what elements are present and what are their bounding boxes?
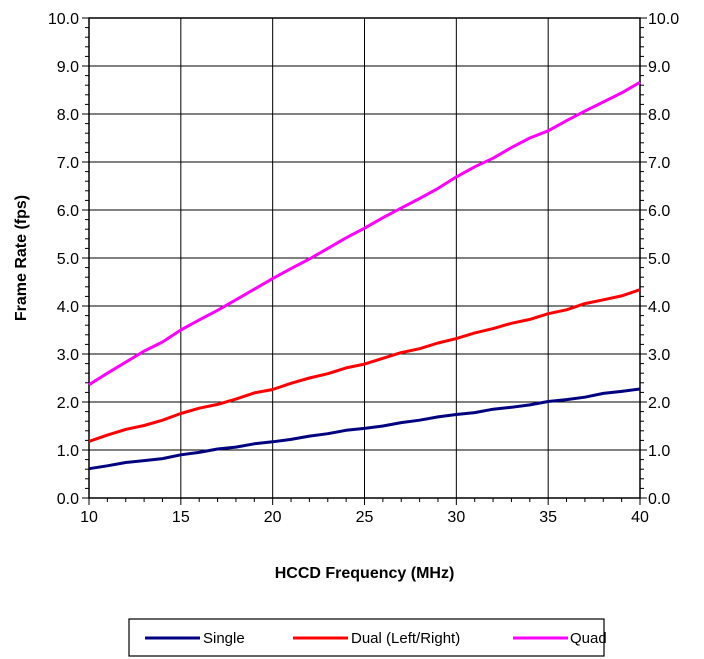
y-tick-label-right: 9.0 (648, 59, 670, 76)
legend-label: Quad (570, 630, 607, 647)
x-tick-label: 40 (631, 509, 649, 526)
y-tick-label-right: 8.0 (648, 107, 670, 124)
y-tick-label-right: 0.0 (648, 491, 670, 508)
x-tick-label: 15 (172, 509, 190, 526)
y-tick-labels-right: 0.0 1.0 2.0 3.0 4.0 5.0 6.0 7.0 8.0 9.0 10.0 (648, 11, 679, 508)
grid-lines (88, 17, 641, 499)
y-tick-label: 9.0 (57, 59, 79, 76)
legend-label: Single (203, 630, 245, 647)
y-tick-label-right: 3.0 (648, 347, 670, 364)
plot-area-frame (88, 17, 641, 499)
series-layer (88, 81, 641, 471)
x-axis-title: HCCD Frequency (MHz) (275, 565, 455, 582)
y-tick-label: 6.0 (57, 203, 79, 220)
y-tick-label-right: 10.0 (648, 11, 679, 28)
x-tick-label: 35 (539, 509, 557, 526)
y-tick-label: 1.0 (57, 443, 79, 460)
series-line (88, 288, 641, 443)
series-line (88, 387, 641, 471)
legend: Single Dual (Left/Right) Quad (128, 618, 607, 657)
y-tick-labels-left: 0.0 1.0 2.0 3.0 4.0 5.0 6.0 7.0 8.0 9.0 10.0 (48, 11, 79, 508)
x-tick-label: 25 (356, 509, 374, 526)
y-tick-label: 7.0 (57, 155, 79, 172)
y-tick-label-right: 1.0 (648, 443, 670, 460)
y-tick-label: 2.0 (57, 395, 79, 412)
x-tick-label: 30 (447, 509, 465, 526)
y-tick-label-right: 5.0 (648, 251, 670, 268)
y-tick-label: 4.0 (57, 299, 79, 316)
y-axis-title: Frame Rate (fps) (13, 195, 30, 321)
x-tick-label: 20 (264, 509, 282, 526)
y-tick-label: 0.0 (57, 491, 79, 508)
y-tick-label-right: 2.0 (648, 395, 670, 412)
y-tick-label: 10.0 (48, 11, 79, 28)
x-tick-label: 10 (80, 509, 98, 526)
y-tick-label-right: 4.0 (648, 299, 670, 316)
x-tick-labels: 10 15 20 25 30 35 40 (80, 509, 649, 526)
y-tick-label: 5.0 (57, 251, 79, 268)
legend-label: Dual (Left/Right) (351, 630, 460, 647)
y-tick-label: 8.0 (57, 107, 79, 124)
y-tick-label-right: 7.0 (648, 155, 670, 172)
y-tick-label-right: 6.0 (648, 203, 670, 220)
y-tick-label: 3.0 (57, 347, 79, 364)
series-line (88, 81, 641, 386)
